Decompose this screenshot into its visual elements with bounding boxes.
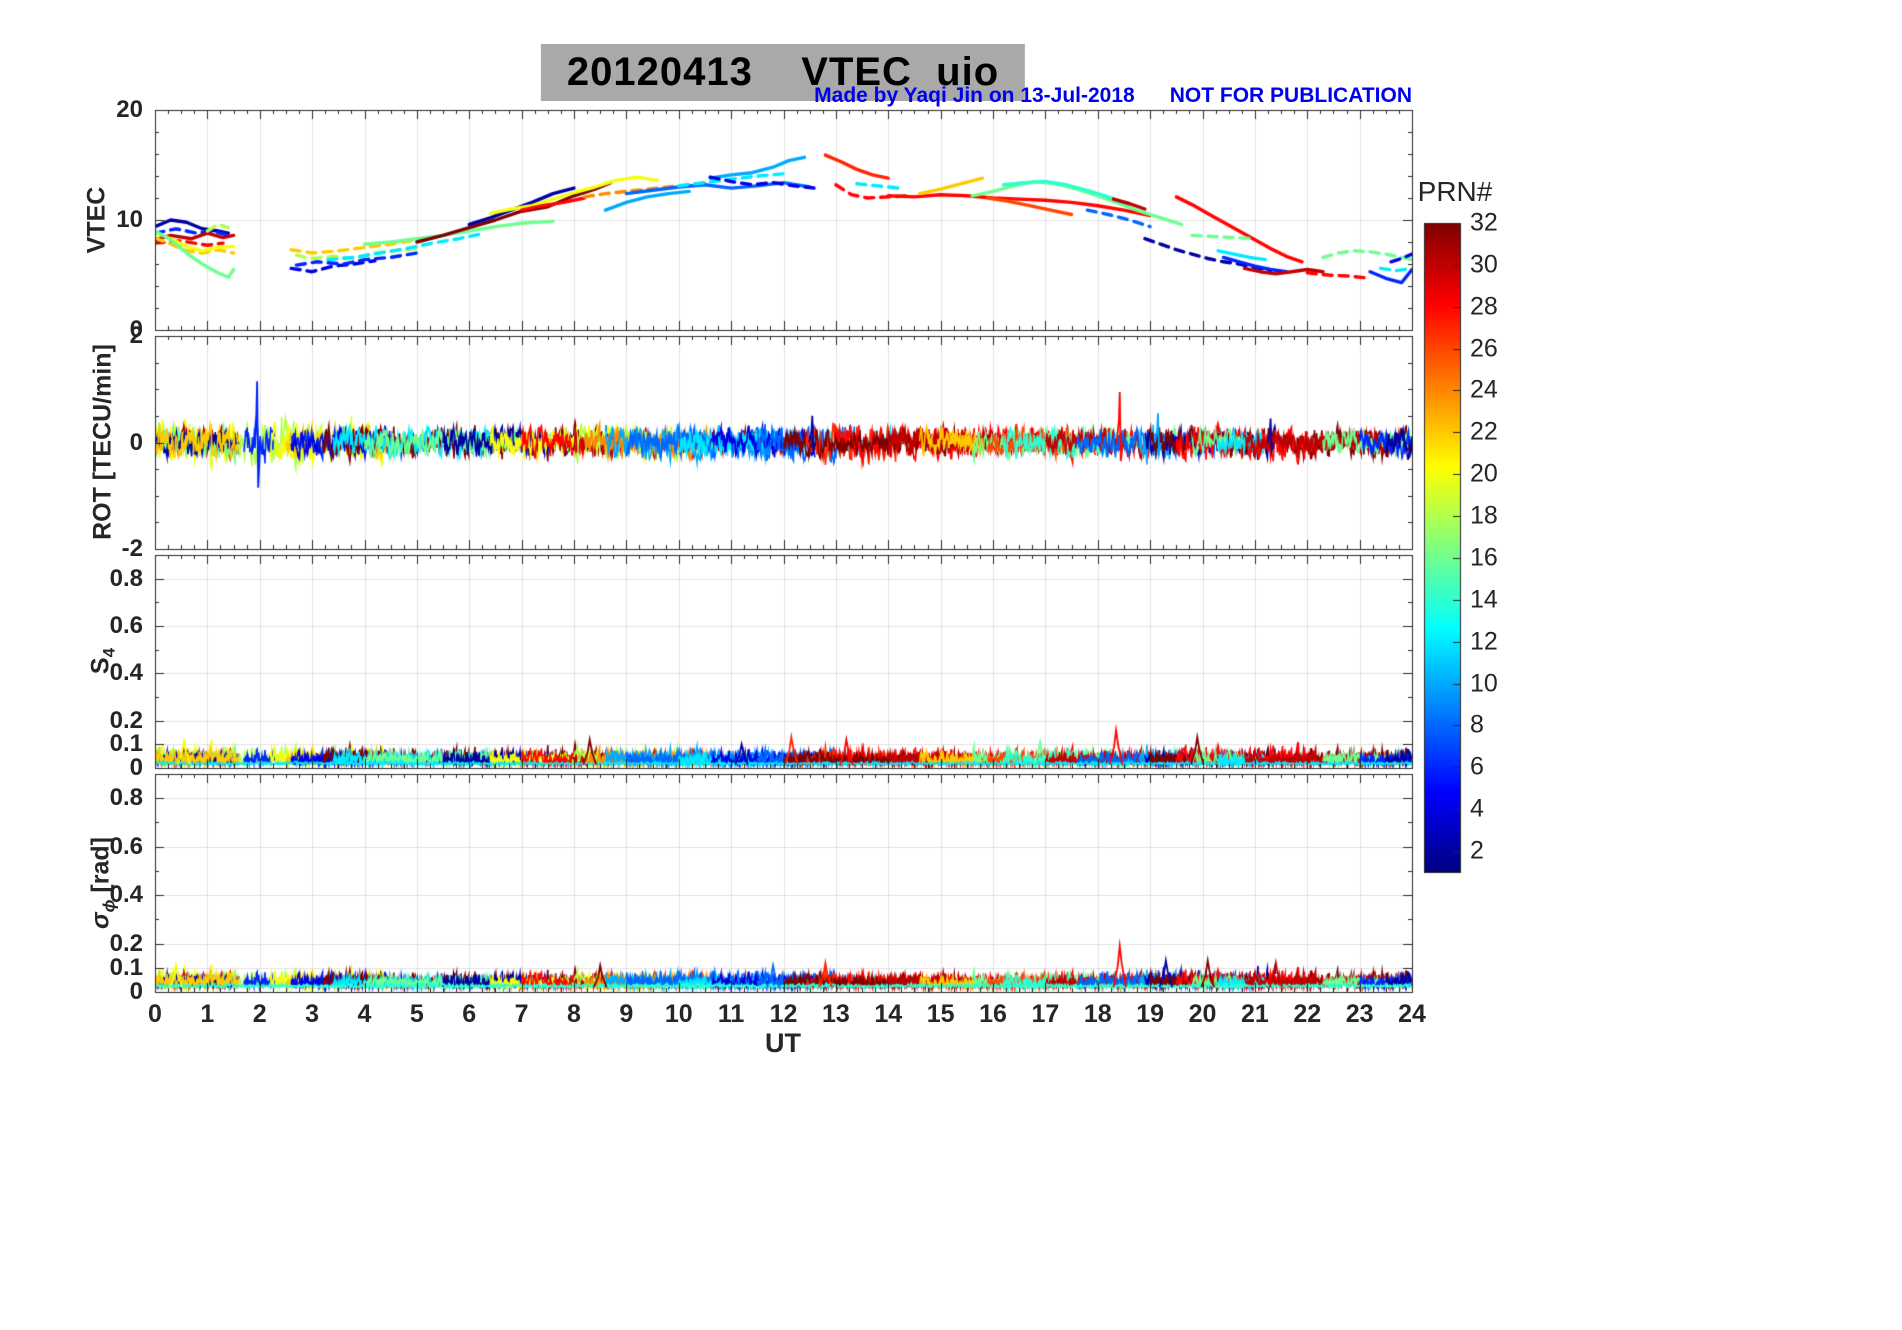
x-tick-label: 20 — [1188, 1000, 1217, 1028]
y-tick-label: 0.1 — [109, 730, 143, 758]
colorbar-tick-label: 16 — [1470, 543, 1498, 572]
x-tick-label: 22 — [1293, 1000, 1322, 1028]
credit-note: Made by Yaqi Jin on 13-Jul-2018 NOT FOR … — [814, 84, 1412, 107]
x-tick-label: 24 — [1398, 1000, 1426, 1028]
y-tick-label: 0.4 — [109, 881, 143, 909]
x-tick-label: 23 — [1345, 1000, 1374, 1028]
x-tick-label: 1 — [200, 1000, 215, 1028]
y-tick-label: 0.2 — [109, 706, 143, 734]
y-tick-label: 0 — [129, 316, 143, 343]
x-tick-label: 5 — [409, 1000, 424, 1028]
y-tick-label: 0 — [129, 978, 143, 1005]
x-tick-label: 2 — [252, 1000, 267, 1028]
x-tick-label: 11 — [717, 1000, 745, 1028]
y-tick-label: 0.6 — [109, 612, 143, 639]
colorbar-label: PRN# — [1417, 176, 1493, 207]
x-tick-label: 10 — [664, 1000, 693, 1028]
colorbar-tick-label: 4 — [1470, 794, 1484, 823]
sigma-label-text: σ — [86, 912, 115, 929]
x-tick-label: 8 — [567, 1000, 581, 1028]
x-tick-label: 3 — [305, 1000, 320, 1028]
y-axis-label-vtec: VTEC — [82, 186, 111, 254]
x-tick-label: 16 — [979, 1000, 1007, 1028]
colorbar-tick-label: 10 — [1470, 669, 1498, 698]
colorbar-tick-label: 8 — [1470, 710, 1484, 739]
y-tick-label: 0 — [129, 428, 143, 456]
chart-title: 20120413 VTEC uio — [540, 44, 1026, 101]
y-tick-label: 0.1 — [109, 953, 143, 981]
colorbar-tick-label: 2 — [1470, 836, 1484, 865]
y-tick-label: 0.8 — [109, 564, 143, 592]
x-tick-label: 12 — [769, 1000, 798, 1028]
x-tick-label: 19 — [1136, 1000, 1165, 1028]
colorbar-tick-label: 24 — [1470, 375, 1498, 404]
colorbar-tick-label: 14 — [1470, 585, 1498, 614]
x-tick-label: 13 — [821, 1000, 850, 1028]
s4-label-subscript: 4 — [99, 647, 119, 658]
colorbar-tick-label: 28 — [1470, 292, 1498, 321]
x-tick-label: 15 — [926, 1000, 955, 1028]
colorbar-tick-label: 18 — [1470, 501, 1498, 530]
colorbar-tick-label: 30 — [1470, 250, 1498, 279]
colorbar-tick-label: 12 — [1470, 627, 1498, 656]
y-tick-label: 0.4 — [109, 659, 143, 687]
x-tick-label: 4 — [357, 1000, 372, 1028]
x-tick-label: 21 — [1240, 1000, 1269, 1028]
y-tick-label: 0.2 — [109, 929, 143, 957]
colorbar-tick-label: 6 — [1470, 752, 1484, 781]
y-tick-label: 0.8 — [109, 784, 143, 812]
y-tick-label: 2 — [129, 322, 143, 349]
y-tick-label: 10 — [116, 206, 143, 233]
x-tick-label: 0 — [148, 1000, 162, 1028]
x-tick-label: 7 — [514, 1000, 529, 1028]
y-tick-label: -2 — [121, 535, 143, 562]
colorbar-tick-label: 20 — [1470, 459, 1498, 488]
x-tick-label: 17 — [1031, 1000, 1060, 1028]
x-tick-label: 14 — [874, 1000, 903, 1028]
colorbar-tick-label: 22 — [1470, 417, 1498, 446]
x-tick-label: 9 — [619, 1000, 634, 1028]
x-tick-label: 6 — [462, 1000, 477, 1028]
x-axis-label: UT — [765, 1028, 801, 1058]
colorbar-tick-label: 26 — [1470, 334, 1498, 363]
colorbar-tick-label: 32 — [1470, 208, 1498, 237]
y-axis-label-rot: ROT [TECU/min] — [88, 344, 117, 540]
y-tick-label: 0.6 — [109, 832, 143, 860]
y-tick-label: 0 — [129, 754, 143, 781]
y-tick-label: 20 — [116, 96, 143, 123]
x-tick-label: 18 — [1083, 1000, 1112, 1028]
